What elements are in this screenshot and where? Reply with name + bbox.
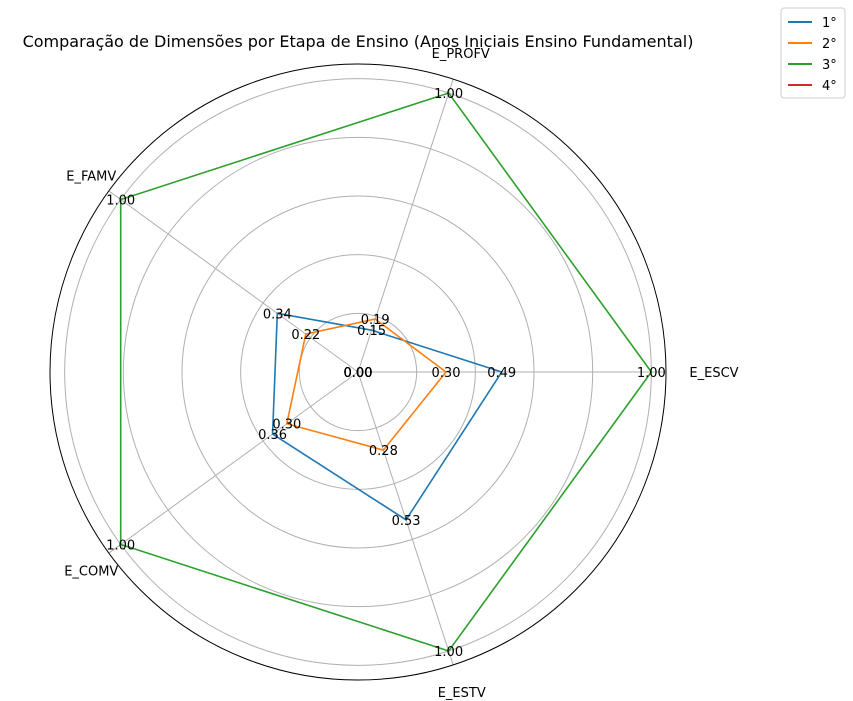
value-label: 0.36 [258, 428, 287, 443]
value-label: 1.00 [106, 538, 135, 553]
axis-label: E_PROFV [432, 47, 490, 62]
value-label: 0.19 [361, 313, 390, 328]
legend-label: 2° [822, 37, 837, 52]
axis-label: E_ESTV [438, 686, 486, 701]
value-labels: 0.49 0.15 0.34 0.36 0.53 0.30 0.19 0.22 0.30 0.28… [106, 87, 666, 660]
legend-label: 1° [822, 16, 837, 31]
axis-label: E_COMV [64, 565, 118, 580]
value-label: 0.30 [272, 418, 301, 433]
value-label: 1.00 [106, 194, 135, 209]
chart-title: Comparação de Dimensões por Etapa de Ens… [23, 32, 694, 51]
grid-spoke [357, 78, 454, 373]
value-label: 0.30 [432, 366, 461, 381]
legend-label: 3° [822, 58, 837, 73]
value-label: 1.00 [434, 645, 463, 660]
value-label: 0.49 [487, 366, 516, 381]
value-label: 0.22 [291, 328, 320, 343]
value-label: 0.28 [369, 444, 398, 459]
radar-series [119, 92, 653, 652]
grid-spoke [357, 371, 454, 666]
radar-grid [49, 63, 667, 681]
value-label: 0.34 [263, 307, 292, 322]
series-line [119, 92, 653, 652]
grid-spoke [108, 371, 359, 554]
value-label: 0.00 [344, 366, 373, 381]
series-line [271, 312, 503, 521]
axis-labels: E_ESCV E_PROFV E_FAMV E_COMV E_ESTV [64, 47, 738, 701]
value-label: 1.00 [637, 366, 666, 381]
value-label: 0.00 [344, 366, 373, 381]
value-label: 0.53 [392, 514, 421, 529]
value-label: 0.15 [357, 324, 386, 339]
polar-frame [49, 63, 667, 681]
value-label: 0.00 [344, 366, 373, 381]
value-label: 1.00 [434, 87, 463, 102]
series-line [285, 318, 448, 452]
legend-label: 4° [822, 79, 837, 94]
legend-frame [780, 7, 846, 99]
legend: 1° 2° 3° 4° [780, 7, 846, 99]
axis-label: E_ESCV [689, 366, 738, 381]
axis-label: E_FAMV [66, 169, 116, 184]
grid-spoke [108, 190, 359, 373]
value-label: 0.00 [344, 366, 373, 381]
value-label: 0.00 [344, 366, 373, 381]
